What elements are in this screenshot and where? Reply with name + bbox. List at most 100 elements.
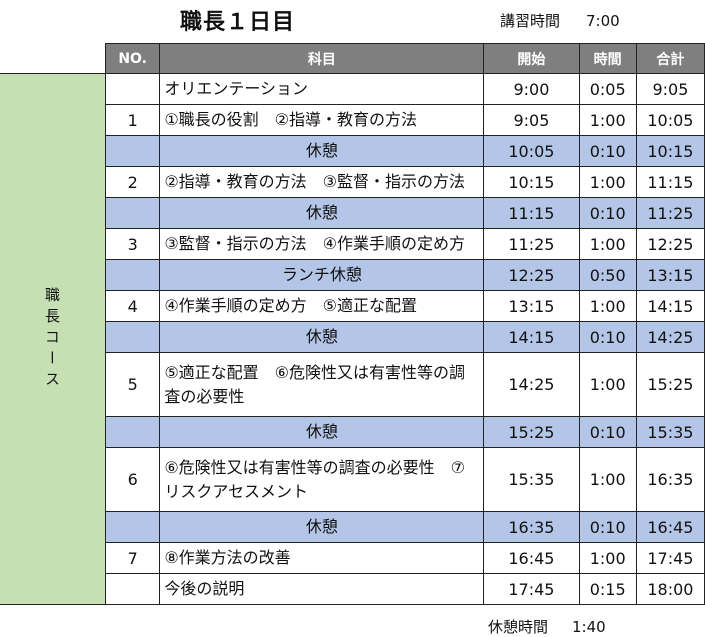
cell-start: 14:15: [483, 321, 580, 353]
cell-no: [104, 197, 161, 229]
cell-subject: オリエンテーション: [159, 73, 485, 105]
break-row: ランチ休憩 12:25 0:50 13:15: [0, 259, 705, 291]
page-title: 職長１日目: [180, 10, 296, 35]
cell-subject: ランチ休憩: [159, 259, 485, 291]
cell-end: 16:35: [635, 447, 705, 512]
cell-subject: ④作業手順の定め方 ⑤適正な配置: [159, 290, 485, 322]
cell-no: 7: [104, 542, 161, 574]
table-row: 4 ④作業手順の定め方 ⑤適正な配置 13:15 1:00 14:15: [0, 290, 705, 322]
break-total: 休憩時間 1:40: [488, 616, 630, 637]
break-row: 休憩 11:15 0:10 11:25: [0, 197, 705, 229]
table-row: 3 ③監督・指示の方法 ④作業手順の定め方 11:25 1:00 12:25: [0, 228, 705, 260]
lecture-hours-value: 7:00: [586, 12, 620, 30]
cell-end: 16:45: [635, 511, 705, 543]
cell-duration: 1:00: [578, 542, 637, 574]
cell-end: 12:25: [635, 228, 705, 260]
cell-subject: ⑧作業方法の改善: [159, 542, 485, 574]
cell-start: 16:45: [483, 542, 580, 574]
cell-subject: 休憩: [159, 511, 485, 543]
cell-duration: 1:00: [578, 290, 637, 322]
course-label: 職長コース: [0, 73, 106, 605]
header-blank: [0, 43, 106, 74]
cell-end: 10:05: [635, 104, 705, 136]
table-row: 1 ①職長の役割 ②指導・教育の方法 9:05 1:00 10:05: [0, 104, 705, 136]
cell-end: 14:25: [635, 321, 705, 353]
cell-duration: 0:10: [578, 321, 637, 353]
cell-no: 3: [104, 228, 161, 260]
cell-end: 18:00: [635, 573, 705, 605]
cell-duration: 0:15: [578, 573, 637, 605]
lecture-hours-label: 講習時間: [500, 12, 561, 30]
table-row: 7 ⑧作業方法の改善 16:45 1:00 17:45: [0, 542, 705, 574]
break-row: 休憩 14:15 0:10 14:25: [0, 321, 705, 353]
cell-start: 15:35: [483, 447, 580, 512]
table-row: 5 ⑤適正な配置 ⑥危険性又は有害性等の調査の必要性 14:25 1:00 15:25: [0, 352, 705, 417]
cell-duration: 1:00: [578, 104, 637, 136]
schedule-table: NO. 科目 開始 時間 合計 職長コース オリエンテーション 9:00 0:05 9:…: [0, 43, 705, 605]
header-subject: 科目: [159, 43, 485, 74]
cell-start: 9:00: [483, 73, 580, 105]
break-total-label: 休憩時間: [488, 618, 549, 636]
table-row: 今後の説明 17:45 0:15 18:00: [0, 573, 705, 605]
cell-start: 13:15: [483, 290, 580, 322]
cell-end: 15:25: [635, 352, 705, 417]
cell-end: 13:15: [635, 259, 705, 291]
cell-no: [104, 511, 161, 543]
break-total-value: 1:40: [572, 618, 606, 636]
cell-start: 12:25: [483, 259, 580, 291]
cell-subject: 休憩: [159, 197, 485, 229]
cell-no: [104, 416, 161, 448]
cell-end: 15:35: [635, 416, 705, 448]
cell-subject: ②指導・教育の方法 ③監督・指示の方法: [159, 166, 485, 198]
header-no: NO.: [104, 43, 161, 74]
cell-duration: 0:10: [578, 135, 637, 167]
cell-duration: 1:00: [578, 352, 637, 417]
cell-duration: 0:10: [578, 416, 637, 448]
cell-start: 11:15: [483, 197, 580, 229]
cell-start: 10:05: [483, 135, 580, 167]
header-start: 開始: [483, 43, 580, 74]
break-row: 休憩 15:25 0:10 15:35: [0, 416, 705, 448]
header-end: 合計: [635, 43, 705, 74]
cell-duration: 0:10: [578, 511, 637, 543]
cell-subject: ③監督・指示の方法 ④作業手順の定め方: [159, 228, 485, 260]
cell-end: 17:45: [635, 542, 705, 574]
cell-subject: 休憩: [159, 416, 485, 448]
cell-no: 4: [104, 290, 161, 322]
cell-subject: ⑤適正な配置 ⑥危険性又は有害性等の調査の必要性: [159, 352, 485, 417]
cell-start: 10:15: [483, 166, 580, 198]
cell-end: 10:15: [635, 135, 705, 167]
cell-start: 16:35: [483, 511, 580, 543]
cell-end: 11:25: [635, 197, 705, 229]
break-row: 休憩 10:05 0:10 10:15: [0, 135, 705, 167]
cell-start: 17:45: [483, 573, 580, 605]
cell-no: 1: [104, 104, 161, 136]
cell-duration: 0:50: [578, 259, 637, 291]
cell-subject: 休憩: [159, 321, 485, 353]
cell-no: [104, 573, 161, 605]
cell-end: 11:15: [635, 166, 705, 198]
cell-no: [104, 73, 161, 105]
break-row: 休憩 16:35 0:10 16:45: [0, 511, 705, 543]
table-row: 6 ⑥危険性又は有害性等の調査の必要性 ⑦リスクアセスメント 15:35 1:00 16…: [0, 447, 705, 512]
cell-end: 14:15: [635, 290, 705, 322]
cell-subject: ⑥危険性又は有害性等の調査の必要性 ⑦リスクアセスメント: [159, 447, 485, 512]
table-row: 職長コース オリエンテーション 9:00 0:05 9:05: [0, 73, 705, 605]
cell-start: 14:25: [483, 352, 580, 417]
cell-duration: 0:05: [578, 73, 637, 105]
cell-duration: 0:10: [578, 197, 637, 229]
cell-end: 9:05: [635, 73, 705, 105]
cell-no: 2: [104, 166, 161, 198]
cell-subject: 今後の説明: [159, 573, 485, 605]
header-duration: 時間: [578, 43, 637, 74]
cell-no: 6: [104, 447, 161, 512]
cell-start: 9:05: [483, 104, 580, 136]
cell-no: [104, 259, 161, 291]
table-row: 2 ②指導・教育の方法 ③監督・指示の方法 10:15 1:00 11:15: [0, 166, 705, 198]
cell-duration: 1:00: [578, 166, 637, 198]
cell-start: 11:25: [483, 228, 580, 260]
cell-no: [104, 321, 161, 353]
cell-no: [104, 135, 161, 167]
cell-duration: 1:00: [578, 228, 637, 260]
cell-no: 5: [104, 352, 161, 417]
